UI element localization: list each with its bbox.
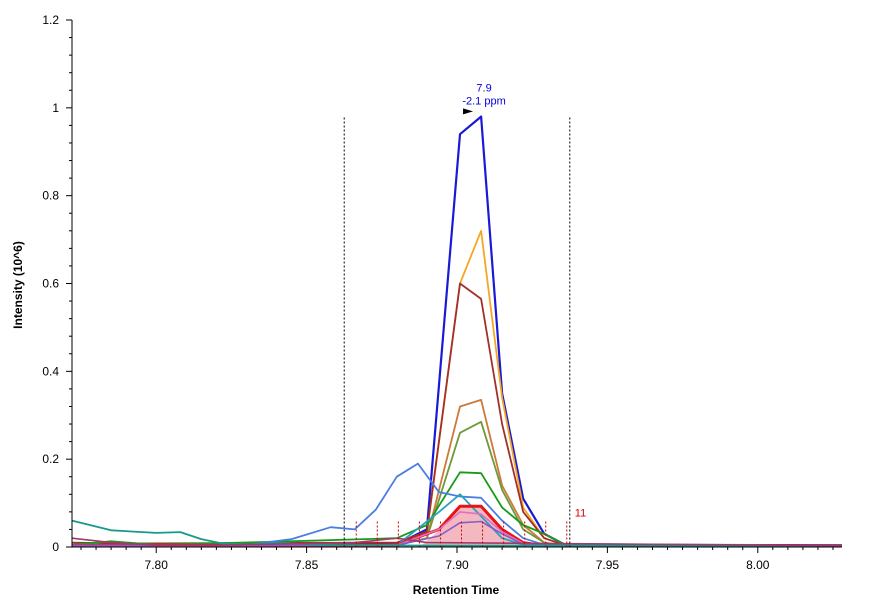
- y-tick-label: 0.6: [42, 277, 59, 291]
- y-tick-label: 0.4: [42, 364, 59, 378]
- series-line-3: [71, 282, 843, 547]
- x-tick-label: 7.80: [145, 558, 169, 572]
- x-axis-ticks: 7.80 7.85 7.90 7.95 8.00: [80, 547, 834, 572]
- x-tick-label: 7.95: [596, 558, 620, 572]
- x-axis-label: Retention Time: [413, 583, 500, 597]
- series-line-7: [71, 462, 843, 547]
- axes: [71, 20, 842, 548]
- scan-count-label: 11: [575, 507, 586, 519]
- peak-label-ppm: -2.1 ppm: [462, 95, 505, 107]
- y-axis-label: Intensity (10^6): [11, 241, 25, 329]
- series-line-10: [71, 511, 843, 547]
- y-tick-label: 1.2: [42, 13, 59, 27]
- series-line-1: [71, 115, 843, 547]
- y-tick-label: 0.2: [42, 452, 59, 466]
- peak-label-rt: 7.9: [476, 82, 491, 94]
- peak-marker-icon: [463, 108, 474, 115]
- x-tick-label: 8.00: [746, 558, 770, 572]
- series-line-12: [71, 519, 842, 547]
- y-axis-ticks: 0 0.2 0.4 0.6 0.8 1 1.2: [42, 13, 72, 554]
- y-tick-label: 0: [52, 540, 59, 554]
- series-line-13: [71, 537, 843, 547]
- integration-boundaries: [343, 117, 571, 547]
- y-tick-label: 1: [52, 101, 59, 115]
- x-tick-label: 7.85: [295, 558, 319, 572]
- series-line-2: [71, 229, 843, 547]
- y-tick-label: 0.8: [42, 189, 59, 203]
- series-lines: [71, 115, 843, 548]
- x-tick-label: 7.90: [445, 558, 469, 572]
